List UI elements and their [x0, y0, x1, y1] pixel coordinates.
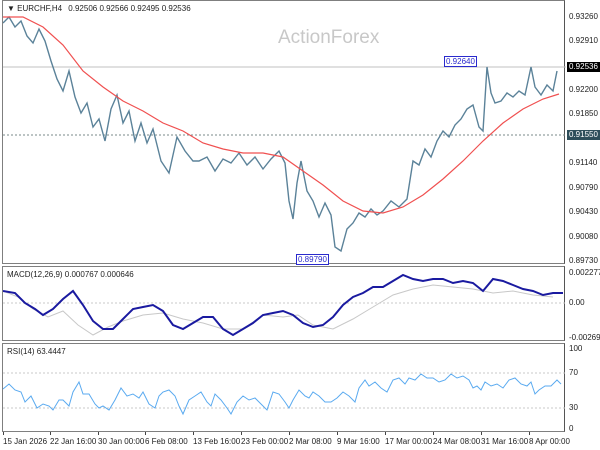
low-price-label: 0.89790	[296, 254, 329, 265]
dropdown-triangle-icon[interactable]: ▼	[7, 4, 15, 13]
rsi-plot	[3, 372, 566, 416]
rsi-pane[interactable]: RSI(14) 63.4447	[2, 343, 566, 432]
price-chart-pane[interactable]: ▼ EURCHF,H4 0.92506 0.92566 0.92495 0.92…	[2, 0, 566, 265]
price-plot	[3, 15, 566, 253]
y-tick-label: 0.90080	[569, 232, 598, 241]
macd-pane[interactable]: MACD(12,26,9) 0.000767 0.000646	[2, 266, 566, 341]
y-tick-label: 0.90430	[569, 207, 598, 216]
y-tick-label: 0.91850	[569, 109, 598, 118]
y-tick-label: 0.89730	[569, 256, 598, 265]
y-tick-label: 0.91140	[569, 158, 598, 167]
high-price-label: 0.92640	[444, 56, 477, 67]
x-tick-label: 31 Mar 16:00	[481, 437, 529, 446]
x-tick-label: 13 Feb 16:00	[193, 437, 241, 446]
watermark: ActionForex	[278, 27, 380, 48]
y-tick-label: 0.002277	[569, 268, 600, 277]
x-tick-label: 23 Feb 00:00	[241, 437, 289, 446]
y-tick-label: 0.90790	[569, 183, 598, 192]
y-tick-label: 100	[569, 344, 583, 353]
y-tick-label: 70	[569, 368, 578, 377]
x-tick-label: 9 Mar 16:00	[337, 437, 380, 446]
y-tick-label: 0.92910	[569, 36, 598, 45]
x-tick-label: 6 Feb 08:00	[145, 437, 188, 446]
macd-plot	[3, 273, 566, 337]
x-tick-label: 17 Mar 00:00	[385, 437, 433, 446]
ohlc-values: 0.92506 0.92566 0.92495 0.92536	[68, 4, 191, 13]
macd-title: MACD(12,26,9) 0.000767 0.000646	[7, 270, 134, 279]
rsi-title: RSI(14) 63.4447	[7, 347, 66, 356]
x-tick-label: 24 Mar 08:00	[433, 437, 481, 446]
y-tick-label: 0.93260	[569, 12, 598, 21]
y-tick-label: 0.92200	[569, 85, 598, 94]
y-tick-label: 0	[569, 424, 574, 433]
y-tick-label: 30	[569, 403, 578, 412]
symbol-label: EURCHF,H4	[17, 4, 63, 13]
x-tick-label: 8 Apr 00:00	[529, 437, 570, 446]
x-tick-label: 2 Mar 08:00	[289, 437, 332, 446]
y-tick-label: 0.00	[569, 298, 585, 307]
chart-header: ▼ EURCHF,H4 0.92506 0.92566 0.92495 0.92…	[7, 4, 191, 13]
level-price-label: 0.91550	[567, 130, 600, 140]
x-tick-label: 15 Jan 2026	[3, 437, 48, 446]
x-tick-label: 30 Jan 00:00	[98, 437, 145, 446]
y-tick-label: -0.002693	[569, 333, 600, 342]
x-tick-label: 22 Jan 16:00	[50, 437, 97, 446]
current-price-label: 0.92536	[567, 62, 600, 72]
